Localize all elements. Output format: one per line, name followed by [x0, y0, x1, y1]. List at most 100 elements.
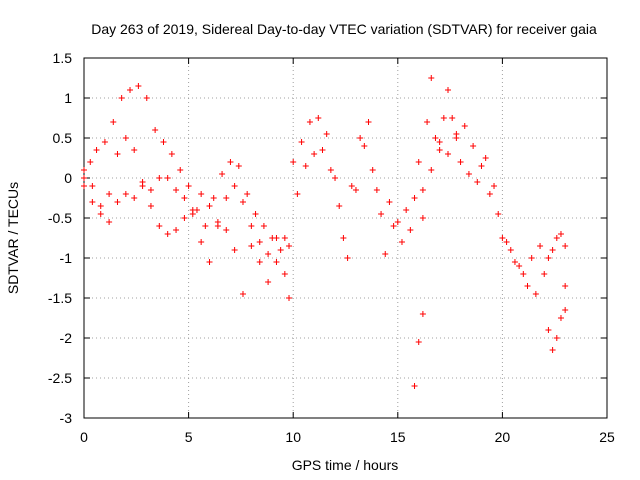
data-point	[553, 335, 560, 341]
data-point	[244, 191, 251, 197]
data-point	[227, 159, 234, 165]
data-point	[369, 167, 376, 173]
series-arc-c	[81, 167, 272, 297]
data-point	[424, 119, 431, 125]
data-point	[511, 259, 518, 265]
y-tick-label: -0.5	[48, 210, 72, 226]
x-tick-label: 25	[599, 429, 615, 445]
data-point	[97, 203, 104, 209]
data-point	[411, 383, 418, 389]
data-point	[239, 199, 246, 205]
x-tick-label: 20	[495, 429, 511, 445]
data-point	[549, 347, 556, 353]
data-point	[373, 187, 380, 193]
data-point	[87, 159, 94, 165]
data-point	[106, 219, 113, 225]
y-tick-label: 1.5	[53, 50, 73, 66]
data-point	[131, 195, 138, 201]
data-point	[528, 255, 535, 261]
data-point	[106, 191, 113, 197]
data-point	[265, 279, 272, 285]
data-point	[436, 139, 443, 145]
y-tick-label: -2	[60, 330, 73, 346]
data-point	[419, 215, 426, 221]
data-point	[415, 339, 422, 345]
data-point	[336, 203, 343, 209]
data-point	[453, 131, 460, 137]
data-point	[189, 211, 196, 217]
data-point	[281, 271, 288, 277]
data-point	[436, 147, 443, 153]
data-point	[118, 95, 125, 101]
data-point	[156, 223, 163, 229]
data-point	[499, 235, 506, 241]
data-point	[122, 191, 129, 197]
data-point	[131, 147, 138, 153]
data-point	[524, 283, 531, 289]
data-point	[181, 215, 188, 221]
data-point	[562, 307, 569, 313]
data-point	[495, 211, 502, 217]
data-point	[256, 239, 263, 245]
data-point	[537, 243, 544, 249]
data-point	[122, 135, 129, 141]
data-point	[507, 247, 514, 253]
data-point	[557, 231, 564, 237]
data-point	[206, 203, 213, 209]
data-point	[164, 231, 171, 237]
data-point	[306, 119, 313, 125]
data-point	[265, 251, 272, 257]
x-tick-label: 10	[285, 429, 301, 445]
data-point	[557, 315, 564, 321]
data-point	[173, 227, 180, 233]
data-point	[206, 259, 213, 265]
data-point	[231, 247, 238, 253]
data-point	[386, 199, 393, 205]
data-point	[81, 175, 87, 181]
x-axis-label: GPS time / hours	[292, 457, 399, 473]
y-tick-label: -2.5	[48, 370, 72, 386]
data-point	[235, 163, 242, 169]
data-point	[457, 159, 464, 165]
data-points	[81, 75, 569, 389]
data-point	[449, 115, 456, 121]
data-point	[97, 211, 104, 217]
data-point	[260, 223, 267, 229]
y-tick-label: -1	[60, 250, 73, 266]
data-point	[382, 251, 389, 257]
data-point	[156, 175, 163, 181]
data-point	[286, 243, 293, 249]
data-point	[248, 243, 255, 249]
series-arc-g	[419, 123, 569, 289]
data-point	[491, 183, 498, 189]
data-point	[173, 187, 180, 193]
data-point	[114, 199, 121, 205]
data-point	[470, 143, 477, 149]
data-point	[440, 115, 447, 121]
data-point	[114, 151, 121, 157]
data-point	[323, 131, 330, 137]
data-point	[503, 239, 510, 245]
data-point	[239, 291, 246, 297]
data-point	[223, 227, 230, 233]
data-point	[252, 211, 259, 217]
series-arc-h	[545, 307, 569, 353]
data-point	[290, 159, 297, 165]
data-point	[432, 135, 439, 141]
data-point	[273, 259, 280, 265]
data-point	[532, 291, 539, 297]
data-point	[340, 235, 347, 241]
x-axis: 0 5 10 15 20 25	[80, 58, 615, 445]
data-point	[332, 175, 339, 181]
data-point	[281, 235, 288, 241]
data-point	[127, 87, 134, 93]
data-point	[89, 183, 96, 189]
data-point	[223, 195, 230, 201]
data-point	[81, 183, 87, 189]
data-point	[357, 135, 364, 141]
data-point	[465, 171, 472, 177]
data-point	[428, 167, 435, 173]
data-point	[219, 171, 226, 177]
data-point	[445, 87, 452, 93]
data-point	[415, 159, 422, 165]
